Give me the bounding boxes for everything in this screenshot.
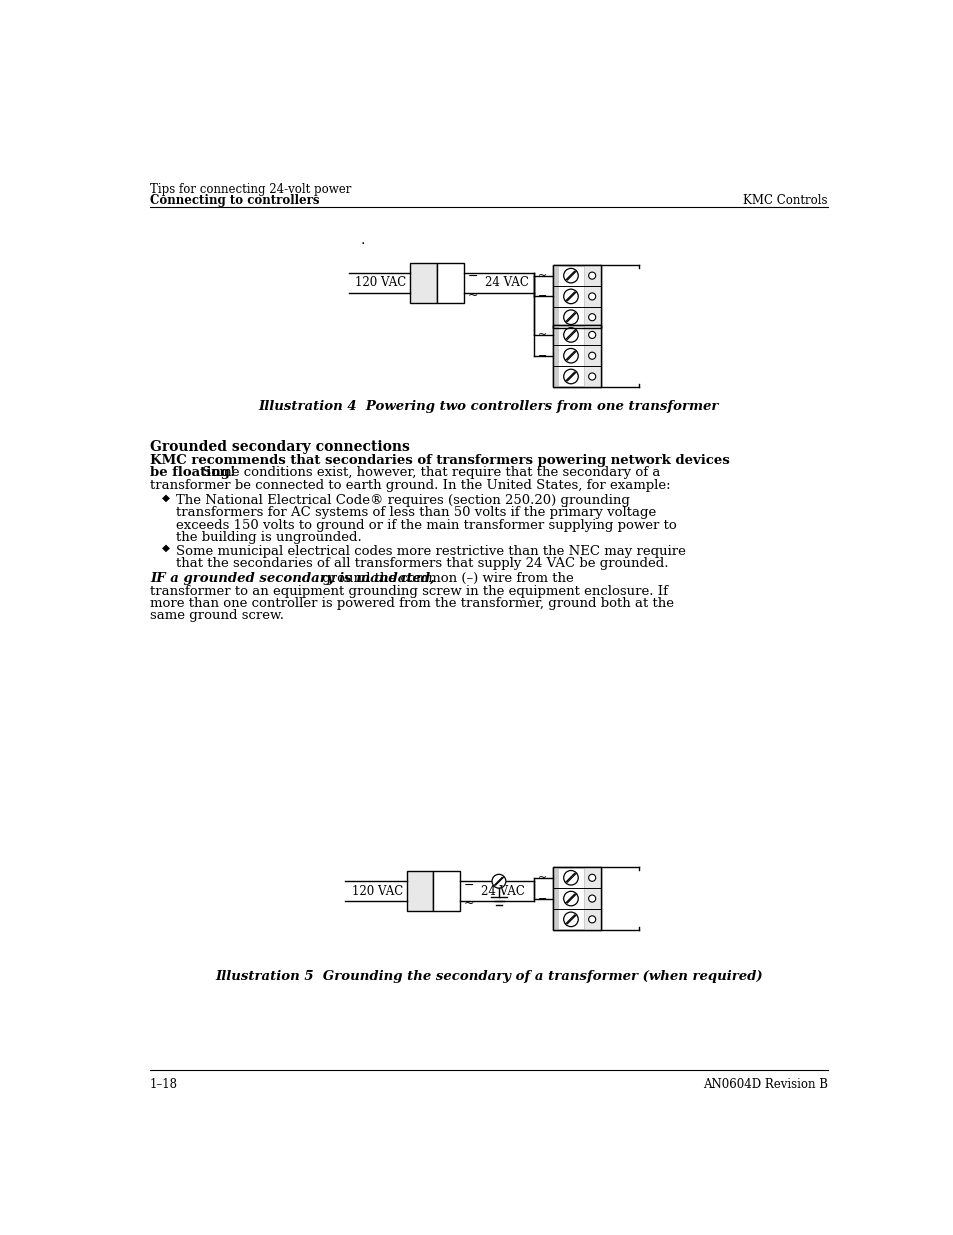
- Text: −: −: [537, 894, 547, 904]
- Text: IF a grounded secondary is mandated,: IF a grounded secondary is mandated,: [150, 573, 435, 585]
- Text: transformer be connected to earth ground. In the United States, for example:: transformer be connected to earth ground…: [150, 478, 670, 492]
- Bar: [552, 325, 558, 387]
- Bar: [552, 867, 600, 930]
- Bar: [585, 325, 600, 387]
- Circle shape: [563, 310, 578, 325]
- Text: −: −: [537, 291, 547, 301]
- Circle shape: [588, 314, 595, 321]
- Bar: [552, 266, 558, 327]
- Text: more than one controller is powered from the transformer, ground both at the: more than one controller is powered from…: [150, 597, 674, 610]
- Bar: [433, 871, 460, 911]
- Bar: [552, 325, 600, 387]
- Text: ~: ~: [537, 330, 547, 340]
- Text: The National Electrical Code® requires (section 250.20) grounding: The National Electrical Code® requires (…: [175, 494, 629, 506]
- Bar: [406, 871, 433, 911]
- Text: Tips for connecting 24-volt power: Tips for connecting 24-volt power: [150, 183, 351, 196]
- Circle shape: [588, 895, 595, 902]
- Circle shape: [563, 369, 578, 384]
- Circle shape: [563, 892, 578, 905]
- Bar: [552, 867, 600, 930]
- Text: .: .: [360, 233, 364, 247]
- Bar: [552, 266, 600, 327]
- Text: KMC recommends that secondaries of transformers powering network devices: KMC recommends that secondaries of trans…: [150, 454, 729, 467]
- Circle shape: [563, 268, 578, 283]
- Text: transformer to an equipment grounding screw in the equipment enclosure. If: transformer to an equipment grounding sc…: [150, 585, 667, 598]
- Text: −: −: [537, 351, 547, 361]
- Text: be floating!: be floating!: [150, 466, 235, 479]
- Text: Grounded secondary connections: Grounded secondary connections: [150, 440, 410, 454]
- Text: 24 VAC: 24 VAC: [484, 277, 528, 289]
- Text: 120 VAC: 120 VAC: [352, 884, 402, 898]
- Text: 120 VAC: 120 VAC: [355, 277, 406, 289]
- Text: Some conditions exist, however, that require that the secondary of a: Some conditions exist, however, that req…: [197, 466, 659, 479]
- Bar: [585, 266, 600, 327]
- Bar: [585, 867, 600, 930]
- Text: Illustration 5  Grounding the secondary of a transformer (when required): Illustration 5 Grounding the secondary o…: [214, 969, 762, 983]
- Text: ~: ~: [537, 873, 547, 883]
- Bar: [552, 266, 600, 327]
- Text: 24 VAC: 24 VAC: [480, 884, 524, 898]
- Circle shape: [563, 913, 578, 926]
- Circle shape: [492, 874, 505, 888]
- Text: transformers for AC systems of less than 50 volts if the primary voltage: transformers for AC systems of less than…: [175, 506, 655, 519]
- Text: the building is ungrounded.: the building is ungrounded.: [175, 531, 361, 543]
- Text: same ground screw.: same ground screw.: [150, 609, 284, 622]
- Text: Connecting to controllers: Connecting to controllers: [150, 194, 319, 207]
- Circle shape: [588, 916, 595, 923]
- Circle shape: [588, 373, 595, 380]
- Text: ~: ~: [467, 289, 477, 301]
- Text: AN0604D Revision B: AN0604D Revision B: [702, 1078, 827, 1091]
- Bar: [552, 325, 600, 387]
- Text: 1–18: 1–18: [150, 1078, 178, 1091]
- Text: ground the common (–) wire from the: ground the common (–) wire from the: [317, 573, 573, 585]
- Circle shape: [588, 293, 595, 300]
- Text: ◆: ◆: [161, 493, 170, 503]
- Circle shape: [563, 348, 578, 363]
- Circle shape: [588, 272, 595, 279]
- Text: exceeds 150 volts to ground or if the main transformer supplying power to: exceeds 150 volts to ground or if the ma…: [175, 519, 676, 531]
- Bar: [552, 867, 558, 930]
- Circle shape: [563, 327, 578, 342]
- Text: Some municipal electrical codes more restrictive than the NEC may require: Some municipal electrical codes more res…: [175, 545, 684, 558]
- Bar: [410, 263, 436, 303]
- Circle shape: [588, 331, 595, 338]
- Text: −: −: [467, 270, 477, 283]
- Bar: [436, 263, 464, 303]
- Text: Illustration 4  Powering two controllers from one transformer: Illustration 4 Powering two controllers …: [258, 400, 719, 412]
- Text: ~: ~: [537, 270, 547, 280]
- Text: KMC Controls: KMC Controls: [742, 194, 827, 207]
- Text: that the secondaries of all transformers that supply 24 VAC be grounded.: that the secondaries of all transformers…: [175, 557, 667, 571]
- Text: −: −: [463, 878, 474, 892]
- Circle shape: [563, 289, 578, 304]
- Text: ◆: ◆: [161, 543, 170, 553]
- Circle shape: [563, 871, 578, 885]
- Circle shape: [588, 352, 595, 359]
- Circle shape: [588, 874, 595, 882]
- Text: ~: ~: [463, 897, 474, 910]
